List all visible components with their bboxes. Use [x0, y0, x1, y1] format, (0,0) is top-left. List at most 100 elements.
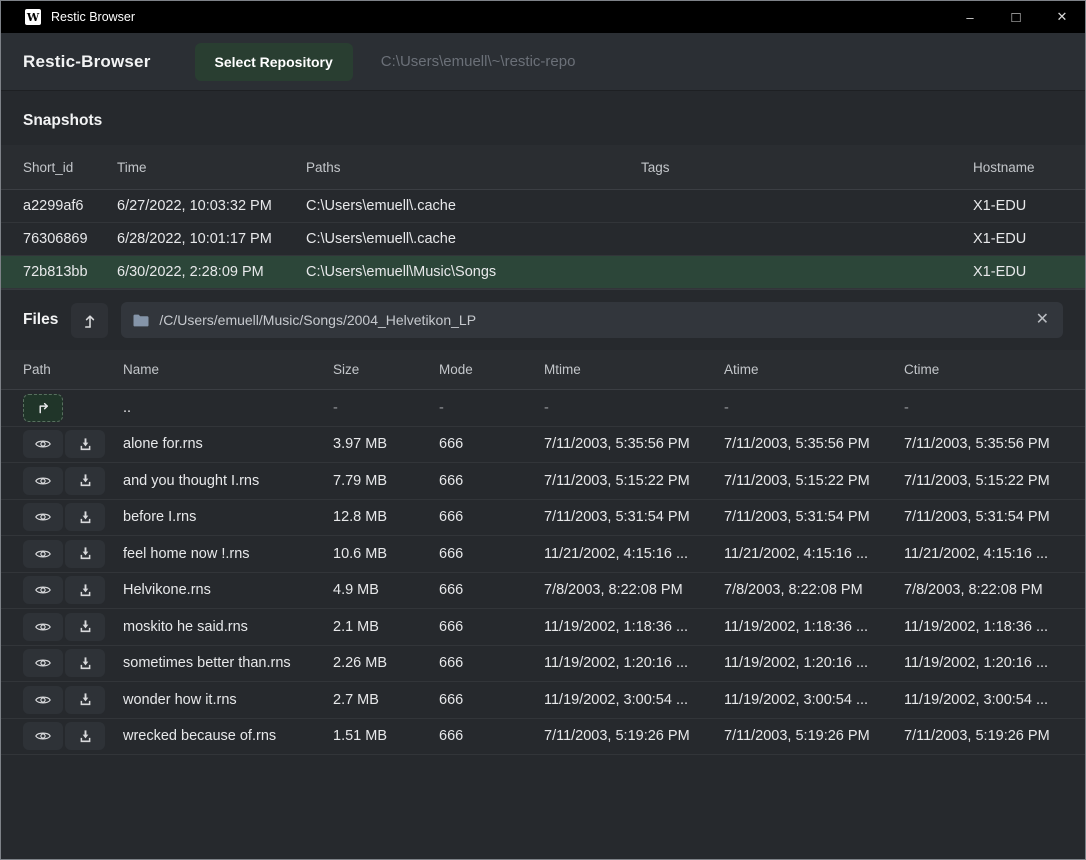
- file-row: alone for.rns 3.97 MB 666 7/11/2003, 5:3…: [1, 427, 1085, 463]
- file-ctime: 7/11/2003, 5:31:54 PM: [904, 509, 1050, 526]
- file-atime: 7/11/2003, 5:19:26 PM: [724, 728, 870, 745]
- snapshot-paths: C:\Users\emuell\.cache: [306, 231, 456, 247]
- file-mode: 666: [439, 472, 464, 489]
- snapshot-row[interactable]: 76306869 6/28/2022, 10:01:17 PM C:\Users…: [1, 223, 1085, 256]
- file-ctime: 7/11/2003, 5:15:22 PM: [904, 472, 1050, 489]
- download-file-button[interactable]: [65, 466, 105, 495]
- file-atime: 7/11/2003, 5:15:22 PM: [724, 472, 870, 489]
- file-mode: 666: [439, 509, 464, 526]
- download-icon: [78, 729, 93, 744]
- file-ctime: 7/11/2003, 5:35:56 PM: [904, 436, 1050, 453]
- current-path-field[interactable]: /C/Users/emuell/Music/Songs/2004_Helveti…: [121, 302, 1063, 338]
- file-mode: 666: [439, 436, 464, 453]
- download-file-button[interactable]: [65, 722, 105, 751]
- file-name: alone for.rns: [123, 436, 203, 453]
- eye-icon: [34, 510, 52, 524]
- snapshot-paths: C:\Users\emuell\.cache: [306, 198, 456, 214]
- files-table-body: alone for.rns 3.97 MB 666 7/11/2003, 5:3…: [1, 427, 1085, 755]
- file-atime: 11/19/2002, 1:18:36 ...: [724, 618, 869, 635]
- go-to-root-button[interactable]: [71, 302, 109, 338]
- file-name: before I.rns: [123, 509, 197, 526]
- download-file-button[interactable]: [65, 503, 105, 532]
- preview-file-button[interactable]: [23, 539, 63, 568]
- snapshots-section-title: Snapshots: [23, 112, 103, 129]
- download-icon: [78, 619, 93, 634]
- app-header: Restic-Browser Select Repository C:\User…: [1, 33, 1085, 91]
- eye-icon: [34, 437, 52, 451]
- select-repository-button[interactable]: Select Repository: [194, 42, 353, 81]
- preview-file-button[interactable]: [23, 722, 63, 751]
- file-row: Helvikone.rns 4.9 MB 666 7/8/2003, 8:22:…: [1, 573, 1085, 609]
- files-toolbar: Files /C/Users/emuell/Music/Songs/2004_H…: [1, 289, 1085, 350]
- snapshot-time: 6/27/2022, 10:03:32 PM: [117, 198, 272, 214]
- go-up-directory-button[interactable]: [23, 393, 63, 422]
- snapshot-row[interactable]: 72b813bb 6/30/2022, 2:28:09 PM C:\Users\…: [1, 256, 1085, 289]
- file-mode: 666: [439, 691, 464, 708]
- file-name: and you thought I.rns: [123, 472, 260, 489]
- titlebar: W Restic Browser – □ ✕: [1, 1, 1085, 33]
- preview-file-button[interactable]: [23, 466, 63, 495]
- file-size: 2.26 MB: [333, 655, 387, 672]
- column-header-hostname: Hostname: [973, 159, 1035, 175]
- current-path-value: /C/Users/emuell/Music/Songs/2004_Helveti…: [159, 312, 477, 328]
- preview-file-button[interactable]: [23, 576, 63, 605]
- preview-file-button[interactable]: [23, 503, 63, 532]
- download-file-button[interactable]: [65, 576, 105, 605]
- clear-path-button[interactable]: ✕: [1035, 311, 1049, 328]
- parent-directory-row: .. - - - - -: [1, 390, 1085, 427]
- download-file-button[interactable]: [65, 685, 105, 714]
- arrow-up-right-icon: [36, 401, 51, 415]
- download-icon: [78, 656, 93, 671]
- file-row: wrecked because of.rns 1.51 MB 666 7/11/…: [1, 719, 1085, 755]
- snapshot-time: 6/30/2022, 2:28:09 PM: [117, 264, 264, 280]
- minimize-button[interactable]: –: [966, 9, 974, 25]
- eye-icon: [34, 583, 52, 597]
- snapshot-time: 6/28/2022, 10:01:17 PM: [117, 231, 272, 247]
- eye-icon: [34, 693, 52, 707]
- maximize-button[interactable]: □: [1011, 8, 1021, 26]
- column-header-time: Time: [117, 159, 147, 175]
- snapshot-row[interactable]: a2299af6 6/27/2022, 10:03:32 PM C:\Users…: [1, 190, 1085, 223]
- eye-icon: [34, 474, 52, 488]
- file-mtime: 7/11/2003, 5:19:26 PM: [544, 728, 690, 745]
- parent-size: -: [333, 399, 338, 416]
- column-header-mode: Mode: [439, 362, 473, 377]
- column-header-ctime: Ctime: [904, 362, 940, 377]
- file-mode: 666: [439, 728, 464, 745]
- file-name: moskito he said.rns: [123, 618, 248, 635]
- column-header-mtime: Mtime: [544, 362, 581, 377]
- preview-file-button[interactable]: [23, 612, 63, 641]
- file-name: wrecked because of.rns: [123, 728, 277, 745]
- snapshot-hostname: X1-EDU: [973, 264, 1027, 280]
- download-file-button[interactable]: [65, 430, 105, 459]
- eye-icon: [34, 729, 52, 743]
- download-icon: [78, 473, 93, 488]
- preview-file-button[interactable]: [23, 430, 63, 459]
- file-size: 2.7 MB: [333, 691, 379, 708]
- snapshot-short-id: 72b813bb: [23, 264, 88, 280]
- file-ctime: 11/19/2002, 1:20:16 ...: [904, 655, 1049, 672]
- download-file-button[interactable]: [65, 649, 105, 678]
- repository-path: C:\Users\emuell\~\restic-repo: [380, 53, 576, 70]
- download-file-button[interactable]: [65, 612, 105, 641]
- file-name: Helvikone.rns: [123, 582, 211, 599]
- file-mtime: 11/21/2002, 4:15:16 ...: [544, 545, 689, 562]
- download-file-button[interactable]: [65, 539, 105, 568]
- column-header-atime: Atime: [724, 362, 759, 377]
- file-mtime: 7/8/2003, 8:22:08 PM: [544, 582, 683, 599]
- file-ctime: 7/8/2003, 8:22:08 PM: [904, 582, 1043, 599]
- preview-file-button[interactable]: [23, 685, 63, 714]
- snapshot-short-id: 76306869: [23, 231, 88, 247]
- download-icon: [78, 510, 93, 525]
- file-atime: 11/21/2002, 4:15:16 ...: [724, 545, 869, 562]
- folder-icon: [133, 314, 149, 327]
- preview-file-button[interactable]: [23, 649, 63, 678]
- snapshots-table-body: a2299af6 6/27/2022, 10:03:32 PM C:\Users…: [1, 190, 1085, 289]
- close-button[interactable]: ✕: [1056, 9, 1068, 24]
- file-ctime: 11/21/2002, 4:15:16 ...: [904, 545, 1049, 562]
- file-ctime: 7/11/2003, 5:19:26 PM: [904, 728, 1050, 745]
- file-mode: 666: [439, 545, 464, 562]
- column-header-size: Size: [333, 362, 360, 377]
- snapshot-hostname: X1-EDU: [973, 198, 1027, 214]
- eye-icon: [34, 547, 52, 561]
